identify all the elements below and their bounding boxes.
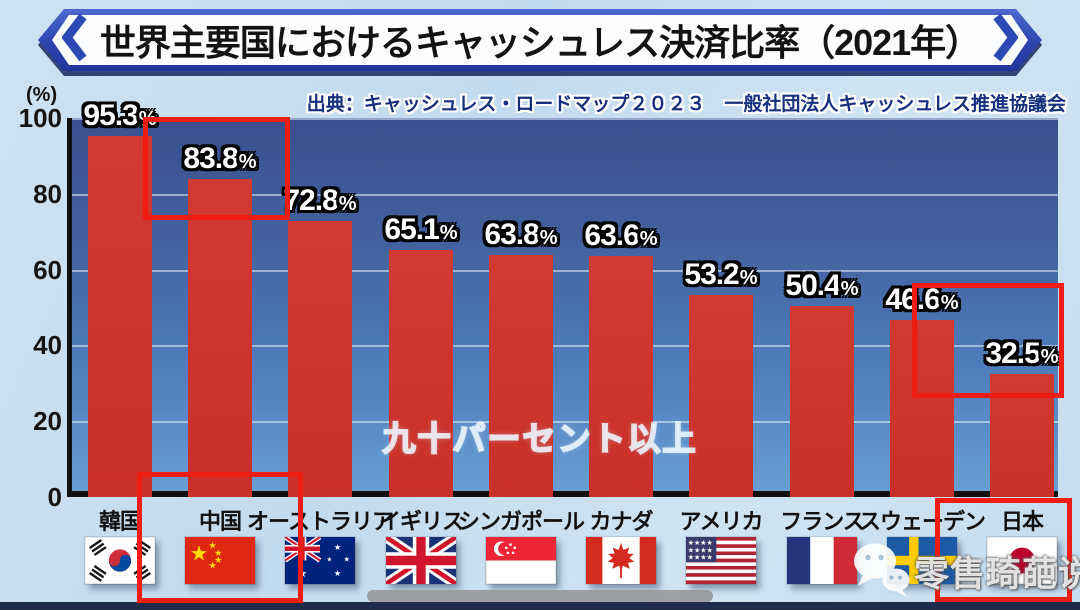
svg-text:★★★★: ★★★★ — [688, 552, 713, 561]
y-axis-unit-label: (%) — [26, 84, 58, 106]
svg-text:★: ★ — [334, 542, 341, 552]
video-progress-bar — [367, 590, 713, 602]
wechat-icon — [850, 540, 912, 603]
bar-united-states — [689, 295, 753, 497]
france-flag-icon — [786, 536, 858, 585]
channel-watermark-text: 零售琦葩说 — [914, 555, 1080, 594]
svg-text:★: ★ — [208, 541, 216, 552]
svg-text:★★★★: ★★★★ — [688, 538, 713, 547]
gridline-40 — [72, 345, 1058, 347]
y-tick-40: 40 — [33, 330, 62, 360]
value-label-china: 83.8% — [183, 142, 257, 175]
gridline-20 — [72, 421, 1058, 423]
svg-text:★: ★ — [326, 556, 332, 564]
page-title: 世界主要国におけるキャッシュレス決済比率（2021年） — [99, 22, 981, 63]
chevron-left-icon — [61, 12, 88, 69]
category-label-singapore: シンガポール — [457, 509, 585, 534]
category-label-united-kingdom: イギリス — [378, 509, 464, 534]
category-label-china: 中国 — [198, 509, 242, 534]
value-label-france: 50.4% — [785, 269, 859, 302]
value-label-canada: 63.6% — [584, 219, 658, 252]
category-label-australia: オーストラリア — [247, 509, 394, 534]
value-label-united-kingdom: 65.1% — [384, 213, 458, 246]
bar-south-korea — [88, 136, 152, 497]
y-tick-80: 80 — [33, 179, 62, 209]
channel-watermark: 零售琦葩说 — [850, 540, 1080, 603]
south-korea-flag-icon — [84, 536, 156, 585]
title-banner: 世界主要国におけるキャッシュレス決済比率（2021年） — [38, 9, 1042, 71]
highlight-box-japan-bar — [912, 283, 1064, 398]
highlight-box-japan-label — [935, 498, 1072, 602]
y-tick-0: 0 — [47, 482, 62, 512]
bar-united-kingdom — [389, 250, 453, 497]
value-label-united-states: 53.2% — [684, 258, 758, 291]
bar-china — [188, 179, 252, 497]
value-label-singapore: 63.8% — [484, 218, 558, 251]
highlight-box-china-bar — [143, 117, 290, 220]
category-label-japan: 日本 — [1000, 509, 1044, 534]
y-tick-20: 20 — [33, 406, 62, 436]
y-tick-60: 60 — [33, 255, 62, 285]
category-label-south-korea: 韓国 — [98, 509, 142, 534]
singapore-flag-icon — [485, 536, 557, 585]
gridline-60 — [72, 270, 1058, 272]
category-label-canada: カナダ — [589, 509, 653, 534]
bottom-strip — [0, 602, 1080, 610]
svg-text:★★★★: ★★★★ — [688, 545, 713, 554]
bar-australia — [288, 221, 352, 497]
y-tick-100: 100 — [18, 103, 62, 133]
value-label-japan: 32.5% — [985, 337, 1059, 370]
japan-flag-icon — [986, 536, 1058, 585]
value-label-australia: 72.8% — [283, 184, 357, 217]
caption-watermark: 九十パーセント以上 — [382, 419, 698, 458]
category-label-united-states: アメリカ — [679, 509, 764, 534]
category-label-sweden: スウェーデン — [858, 509, 986, 534]
bar-sweden — [890, 320, 954, 497]
chevron-right-icon — [992, 12, 1019, 69]
canada-flag-icon — [585, 536, 657, 585]
title-banner-panel — [52, 15, 1028, 65]
source-note: 出典：キャッシュレス・ロードマップ２０２３ 一般社団法人キャッシュレス推進協議会 — [306, 94, 1066, 115]
united-kingdom-flag-icon — [385, 536, 457, 585]
china-flag-icon: ★ ★ ★ ★ ★ — [184, 536, 256, 585]
united-states-flag-icon: ★★★★ ★★★★ ★★★★ — [685, 536, 757, 585]
svg-text:★: ★ — [208, 561, 216, 572]
gridline-80 — [72, 194, 1058, 196]
gridline-100 — [72, 118, 1058, 120]
svg-text:★: ★ — [214, 548, 222, 559]
bar-canada — [589, 256, 653, 497]
svg-text:★: ★ — [344, 555, 350, 564]
svg-text:★: ★ — [214, 555, 222, 566]
highlight-box-china-label — [137, 472, 303, 603]
bar-france — [790, 306, 854, 497]
svg-text:★: ★ — [334, 568, 341, 578]
bar-singapore — [489, 255, 553, 497]
category-label-france: フランス — [780, 509, 865, 534]
svg-text:★: ★ — [190, 540, 209, 565]
